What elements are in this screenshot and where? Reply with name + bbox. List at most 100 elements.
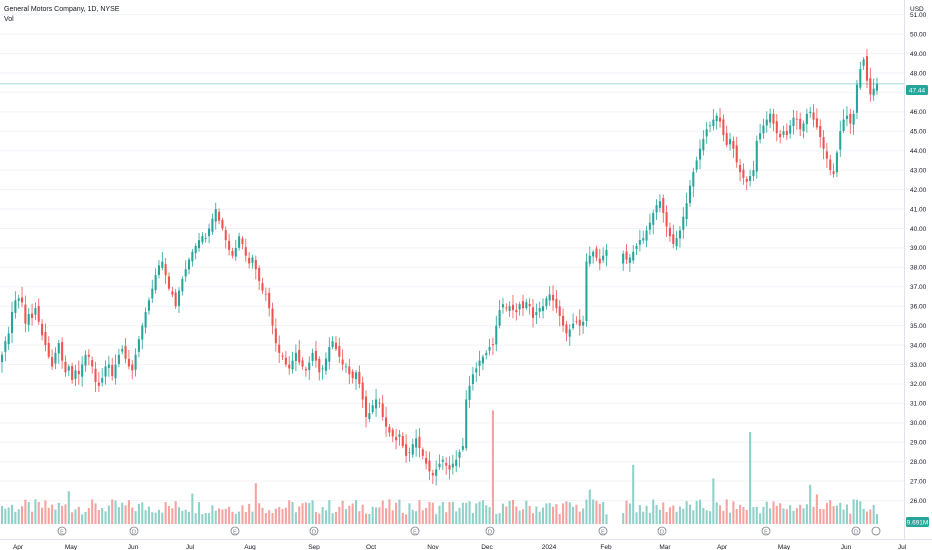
volume-bar (21, 506, 24, 524)
candle-body (234, 247, 237, 257)
candle-body (238, 236, 241, 248)
candle-body (785, 130, 788, 136)
volume-bar (231, 511, 234, 524)
volume-bar (759, 513, 762, 524)
volume-bar (224, 508, 227, 524)
candle-body (191, 251, 194, 262)
volume-bar (101, 508, 104, 524)
volume-bar (284, 507, 287, 524)
svg-text:E: E (233, 529, 237, 535)
candle-body (845, 115, 848, 120)
candle-body (822, 137, 825, 149)
candle-body (37, 305, 40, 322)
price-tick-label: 27.00 (910, 478, 927, 485)
candle-body (668, 227, 671, 237)
price-axis[interactable]: 26.00 27.00 28.00 29.00 30.00 31.00 32.00 33.00… (910, 12, 927, 505)
volume-bar (505, 506, 508, 524)
volume-bar (27, 501, 30, 524)
candle-body (505, 307, 508, 309)
candle-body (698, 148, 702, 160)
volume-bar (87, 508, 90, 524)
volume-bar (789, 505, 792, 524)
volume-bar (238, 511, 241, 524)
time-axis[interactable]: Apr May Jun Jul Aug Sep Oct Nov Dec 2024 Feb Mar Apr… (13, 544, 907, 550)
candle-body (4, 341, 7, 352)
candle-body (485, 352, 488, 356)
event-marker[interactable]: D (129, 526, 139, 536)
candle-body (448, 465, 451, 470)
volume-bar (852, 499, 855, 524)
candle-body (672, 234, 675, 245)
volume-bar (134, 511, 137, 524)
currency-label[interactable]: USD (910, 6, 924, 13)
candle-body (682, 216, 685, 230)
volume-bar (478, 501, 481, 524)
candle-body (328, 347, 331, 362)
event-marker[interactable]: D (851, 526, 861, 536)
event-marker[interactable]: E (410, 526, 420, 536)
candle-body (211, 218, 214, 232)
volume-bar (862, 508, 865, 524)
candle-body (47, 342, 50, 357)
volume-bar (17, 509, 20, 524)
volume-bar (692, 510, 695, 524)
candle-body (622, 253, 625, 264)
volume-bar (555, 504, 558, 524)
candle-body (388, 426, 391, 433)
volume-bar (602, 501, 605, 524)
volume-bar (264, 513, 267, 524)
volume-bar (822, 509, 825, 524)
volume-bar (448, 502, 451, 524)
candle-body (842, 119, 845, 131)
volume-bar (311, 500, 314, 524)
volume-bar (675, 511, 678, 524)
event-marker[interactable]: E (230, 526, 240, 536)
candle-body (291, 360, 294, 370)
candle-body (602, 255, 605, 261)
price-tick-label: 45.00 (910, 129, 927, 136)
candle-body (582, 321, 585, 326)
candle-body (71, 366, 74, 381)
volume-bar (795, 508, 798, 524)
volume-label: Vol (4, 16, 14, 23)
candle-body (521, 301, 525, 309)
flag-marker[interactable] (871, 526, 881, 536)
volume-bar (334, 511, 338, 524)
event-marker[interactable]: E (57, 526, 67, 536)
volume-bar (815, 494, 818, 524)
volume-bar (718, 505, 722, 524)
volume-bar (204, 513, 207, 524)
volume-bar (258, 503, 261, 524)
candle-body (378, 402, 381, 404)
event-marker[interactable]: D (309, 526, 319, 536)
volume-bar (391, 510, 394, 524)
volume-bar (241, 505, 244, 524)
candle-body (518, 304, 521, 310)
candle-body (541, 306, 545, 312)
candle-body (411, 444, 414, 455)
candle-body (204, 238, 207, 240)
event-marker[interactable]: E (598, 526, 608, 536)
volume-bar (568, 502, 571, 524)
candle-body (705, 129, 708, 137)
candle-body (268, 292, 271, 309)
volume-bar (94, 503, 97, 524)
time-tick-label: Sep (308, 544, 320, 550)
price-tick-label: 36.00 (910, 304, 927, 311)
volume-bar (114, 500, 117, 524)
volume-bar (742, 506, 745, 524)
svg-text:E: E (601, 529, 605, 535)
candles (0, 49, 879, 486)
event-marker[interactable]: E (761, 526, 771, 536)
volume-bar (111, 499, 114, 524)
candle-body (592, 251, 595, 257)
candle-body (17, 298, 20, 301)
event-marker[interactable]: D (485, 526, 495, 536)
candle-body (87, 354, 90, 357)
candle-body (471, 374, 474, 385)
event-marker[interactable]: D (657, 526, 667, 536)
svg-text:E: E (764, 529, 768, 535)
volume-bar (57, 502, 60, 524)
volume-bar (298, 506, 301, 524)
